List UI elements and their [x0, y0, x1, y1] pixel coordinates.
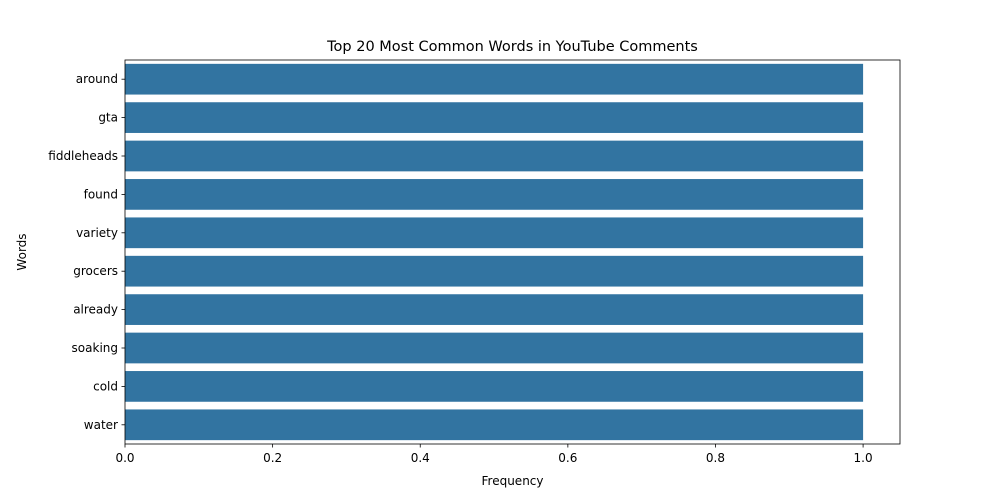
x-tick-label: 0.0 — [115, 451, 134, 465]
y-tick-label: grocers — [73, 264, 118, 278]
bar-found — [125, 179, 864, 210]
bar-variety — [125, 217, 864, 249]
y-tick-label: around — [76, 72, 118, 86]
chart-title: Top 20 Most Common Words in YouTube Comm… — [326, 39, 698, 55]
y-tick-label: soaking — [72, 341, 118, 355]
bar-fiddleheads — [125, 140, 864, 172]
bars-group — [125, 63, 864, 441]
y-tick-label: cold — [93, 379, 118, 393]
bar-cold — [125, 371, 864, 402]
x-tick-label: 0.4 — [411, 451, 430, 465]
y-tick-label: water — [84, 418, 118, 432]
x-axis-label: Frequency — [482, 474, 544, 488]
bar-water — [125, 409, 864, 441]
y-tick-label: variety — [76, 226, 118, 240]
bar-gta — [125, 102, 864, 133]
y-tick-label: found — [84, 187, 118, 201]
plot-frame — [124, 59, 901, 445]
bar-around — [125, 63, 864, 95]
x-tick-label: 0.2 — [263, 451, 282, 465]
bar-grocers — [125, 255, 864, 287]
x-tick-label: 1.0 — [854, 451, 873, 465]
x-tick-label: 0.8 — [706, 451, 725, 465]
x-axis-ticks: 0.0 0.2 0.4 0.6 0.8 1.0 — [115, 444, 873, 465]
y-tick-label: fiddleheads — [48, 149, 118, 163]
bar-soaking — [125, 332, 864, 364]
bar-already — [125, 294, 864, 325]
x-tick-label: 0.6 — [558, 451, 577, 465]
y-axis-label: Words — [15, 233, 29, 270]
y-tick-label: already — [73, 303, 118, 317]
y-axis-ticks: around gta fiddleheads found variety grocers a… — [48, 72, 125, 432]
y-tick-label: gta — [98, 111, 118, 125]
